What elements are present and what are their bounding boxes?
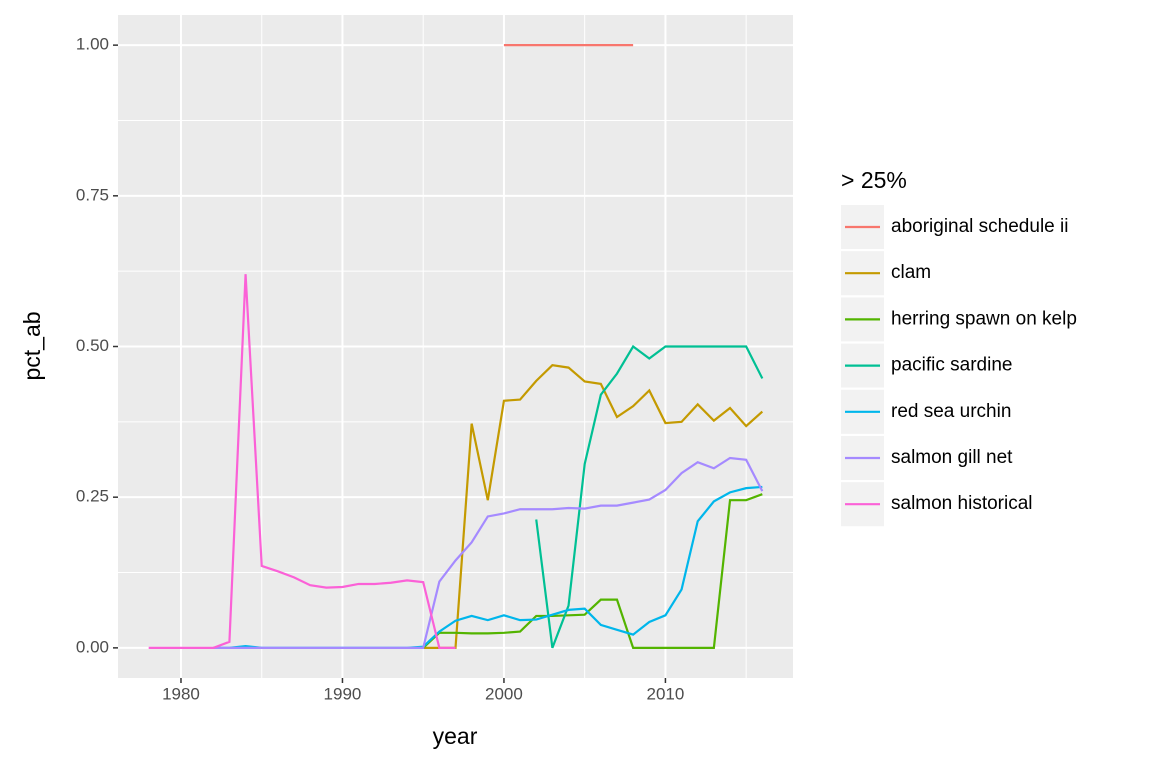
y-tick-label: 0.00 [76, 637, 109, 656]
series-line [422, 493, 763, 649]
series-line [423, 364, 764, 649]
series-line [213, 456, 764, 649]
y-tick-label: 0.25 [76, 487, 109, 506]
x-tick-label: 1980 [162, 684, 200, 703]
y-tick-label: 0.50 [76, 336, 109, 355]
x-tick-label: 1990 [324, 684, 362, 703]
y-tick-label: 0.75 [76, 185, 109, 204]
legend-label: clam [891, 262, 931, 283]
legend-label: aboriginal schedule ii [891, 216, 1068, 237]
series-line [148, 274, 456, 649]
legend-label: salmon gill net [891, 447, 1013, 468]
legend-label: herring spawn on kelp [891, 308, 1077, 329]
legend-label: salmon historical [891, 493, 1033, 514]
x-tick-label: 2000 [485, 684, 523, 703]
lines [148, 44, 764, 649]
legend-label: pacific sardine [891, 355, 1012, 376]
y-tick-label: 1.00 [76, 35, 109, 54]
x-axis-title: year [433, 723, 478, 749]
x-tick-label: 2010 [647, 684, 685, 703]
series-line [535, 344, 764, 649]
legend-label: red sea urchin [891, 401, 1011, 422]
y-axis-title: pct_ab [19, 311, 45, 380]
legend-title: > 25% [841, 167, 907, 193]
